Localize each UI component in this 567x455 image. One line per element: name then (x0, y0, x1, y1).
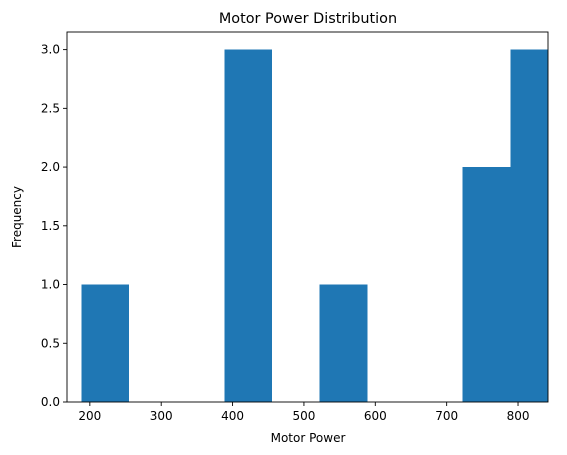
x-tick-label: 500 (292, 409, 315, 423)
x-tick-label: 600 (364, 409, 387, 423)
y-tick-label: 0.0 (41, 395, 60, 409)
histogram-bar (319, 284, 368, 402)
y-axis-label: Frequency (10, 186, 24, 248)
y-tick-label: 2.0 (41, 160, 60, 174)
x-tick-label: 800 (507, 409, 530, 423)
x-tick-label: 400 (221, 409, 244, 423)
x-axis: 200 300 400 500 600 700 800 (78, 402, 529, 423)
y-tick-label: 3.0 (41, 43, 60, 57)
chart-title: Motor Power Distribution (219, 11, 397, 27)
histogram-bar (81, 284, 129, 402)
y-tick-label: 2.5 (41, 101, 60, 115)
y-tick-label: 0.5 (41, 336, 60, 350)
bars-group (81, 49, 548, 402)
y-axis: 0.0 0.5 1.0 1.5 2.0 2.5 3.0 (41, 43, 67, 409)
x-axis-label: Motor Power (271, 431, 346, 445)
plot-frame (66, 31, 549, 403)
y-tick-label: 1.5 (41, 219, 60, 233)
x-tick-label: 300 (150, 409, 173, 423)
histogram-bar (510, 49, 548, 402)
x-tick-label: 700 (435, 409, 458, 423)
x-tick-label: 200 (78, 409, 101, 423)
y-tick-label: 1.0 (41, 278, 60, 292)
histogram-bar (224, 49, 272, 402)
histogram-bar (462, 167, 511, 402)
